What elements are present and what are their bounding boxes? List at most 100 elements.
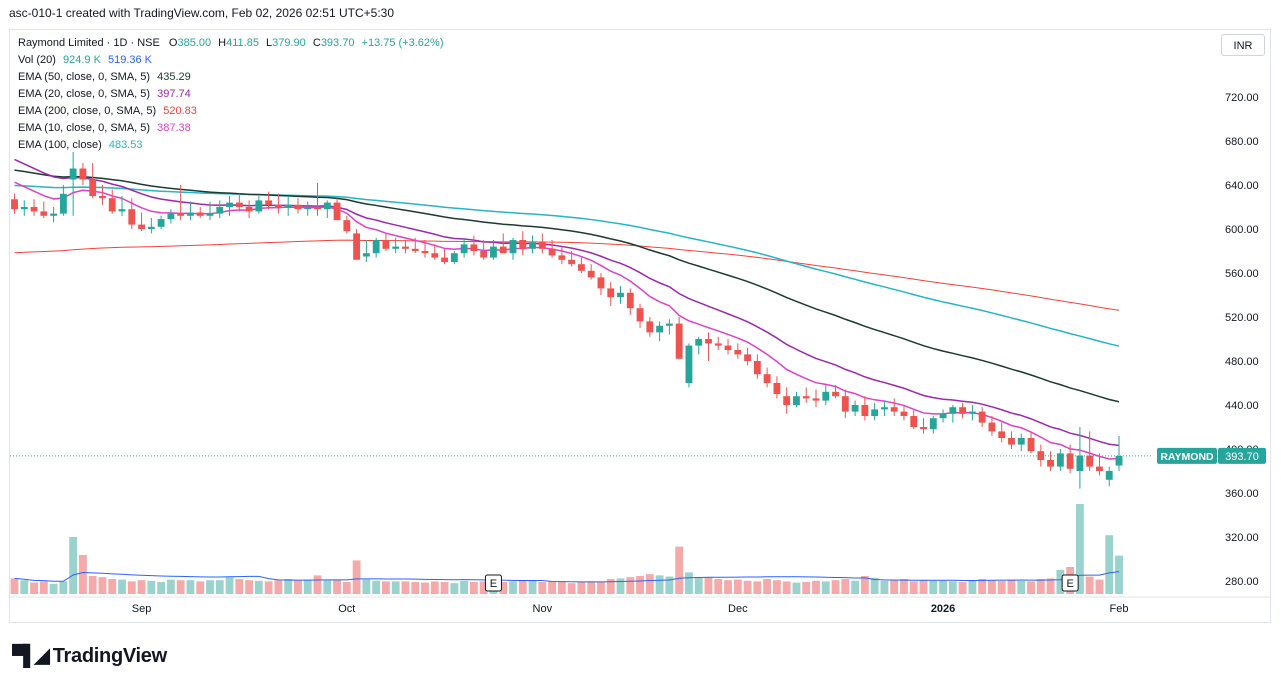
candle[interactable] <box>959 402 967 419</box>
candle[interactable] <box>226 196 233 216</box>
candle[interactable] <box>1008 431 1015 449</box>
candle[interactable] <box>314 182 321 216</box>
candle[interactable] <box>343 215 351 234</box>
candle[interactable] <box>841 389 849 419</box>
candle[interactable] <box>431 244 439 260</box>
candle[interactable] <box>157 215 165 229</box>
candle[interactable] <box>939 409 947 423</box>
candle[interactable] <box>108 189 116 214</box>
candle[interactable] <box>480 240 488 260</box>
candle[interactable] <box>812 389 820 408</box>
candle[interactable] <box>861 396 869 421</box>
candle[interactable] <box>851 400 859 416</box>
candle[interactable] <box>284 196 292 216</box>
time-axis[interactable]: Sep Oct Nov Dec 2026 Feb <box>132 603 1129 615</box>
candle[interactable] <box>323 200 331 218</box>
legend-volume-row[interactable]: Vol (20) 924.9 K 519.36 K <box>18 52 443 69</box>
candle[interactable] <box>675 317 683 359</box>
candle[interactable] <box>577 257 585 273</box>
candle[interactable] <box>685 343 693 388</box>
legend-ema100-row[interactable]: EMA (100, close) 483.53 <box>18 137 443 154</box>
candle[interactable] <box>607 281 615 306</box>
candle[interactable] <box>753 354 761 379</box>
candle[interactable] <box>734 343 742 359</box>
candle[interactable] <box>646 317 654 337</box>
candle[interactable] <box>382 233 390 251</box>
candle[interactable] <box>392 237 400 254</box>
legend-ema10-row[interactable]: EMA (10, close, 0, SMA, 5) 387.38 <box>18 120 443 137</box>
legend-symbol[interactable]: Raymond Limited · 1D · NSE <box>18 37 160 49</box>
candle[interactable] <box>978 407 986 427</box>
candle[interactable] <box>235 193 243 212</box>
candle[interactable] <box>245 200 253 218</box>
candle[interactable] <box>167 209 175 224</box>
candle[interactable] <box>538 233 546 254</box>
candle[interactable] <box>499 233 507 254</box>
candle[interactable] <box>763 367 771 388</box>
candle[interactable] <box>216 200 224 218</box>
legend-ema50-row[interactable]: EMA (50, close, 0, SMA, 5) 435.29 <box>18 69 443 86</box>
candle[interactable] <box>1017 433 1025 452</box>
ema20-line[interactable] <box>14 158 1120 447</box>
candle[interactable] <box>1096 453 1103 476</box>
candle[interactable] <box>69 152 77 216</box>
candle[interactable] <box>773 376 781 399</box>
candle[interactable] <box>187 201 194 221</box>
candle[interactable] <box>333 198 341 221</box>
candle[interactable] <box>968 405 976 421</box>
candle[interactable] <box>822 385 830 405</box>
candle[interactable] <box>509 237 517 260</box>
candle[interactable] <box>1027 431 1035 454</box>
candle[interactable] <box>50 207 58 223</box>
candle[interactable] <box>1086 431 1094 471</box>
candle[interactable] <box>695 336 703 355</box>
candle[interactable] <box>402 240 409 254</box>
candle[interactable] <box>362 240 370 262</box>
candle[interactable] <box>988 416 996 436</box>
candle[interactable] <box>128 198 136 229</box>
candle[interactable] <box>118 196 126 216</box>
candle[interactable] <box>783 387 791 414</box>
candle[interactable] <box>626 288 634 315</box>
candles[interactable] <box>11 152 1123 489</box>
candle[interactable] <box>1047 451 1055 471</box>
legend-ema200-row[interactable]: EMA (200, close, 0, SMA, 5) 520.83 <box>18 103 443 120</box>
price-tag[interactable]: RAYMOND 393.70 <box>1157 447 1266 464</box>
candle[interactable] <box>411 237 419 254</box>
candle[interactable] <box>793 391 800 408</box>
candle[interactable] <box>920 418 927 434</box>
tradingview-logo[interactable]: ▀▌◢ TradingView <box>12 643 167 668</box>
candle[interactable] <box>529 235 536 254</box>
candle[interactable] <box>206 201 214 221</box>
candle[interactable] <box>490 240 497 260</box>
candle[interactable] <box>20 200 28 216</box>
candle[interactable] <box>196 207 204 218</box>
candle[interactable] <box>705 332 712 361</box>
candle[interactable] <box>1115 435 1123 472</box>
candle[interactable] <box>665 319 673 335</box>
candle[interactable] <box>1056 449 1064 471</box>
candle[interactable] <box>59 185 67 216</box>
candle[interactable] <box>929 416 937 434</box>
candle[interactable] <box>832 385 839 399</box>
earnings-marker[interactable]: E <box>1061 574 1079 592</box>
ema200-line[interactable] <box>14 239 1120 311</box>
candle[interactable] <box>802 387 810 403</box>
candle[interactable] <box>421 240 429 258</box>
candle[interactable] <box>587 264 595 280</box>
candle[interactable] <box>450 251 458 265</box>
candle[interactable] <box>79 163 87 185</box>
candle[interactable] <box>1105 466 1113 487</box>
candle[interactable] <box>372 237 380 258</box>
candle[interactable] <box>30 199 38 216</box>
candle[interactable] <box>597 273 605 295</box>
candle[interactable] <box>910 409 918 430</box>
candle[interactable] <box>304 201 312 216</box>
candle[interactable] <box>900 405 908 421</box>
candle[interactable] <box>441 248 448 265</box>
candle[interactable] <box>89 163 97 199</box>
ema50-line[interactable] <box>14 169 1120 403</box>
legend-ema20-row[interactable]: EMA (20, close, 0, SMA, 5) 397.74 <box>18 86 443 103</box>
candle[interactable] <box>40 201 48 219</box>
